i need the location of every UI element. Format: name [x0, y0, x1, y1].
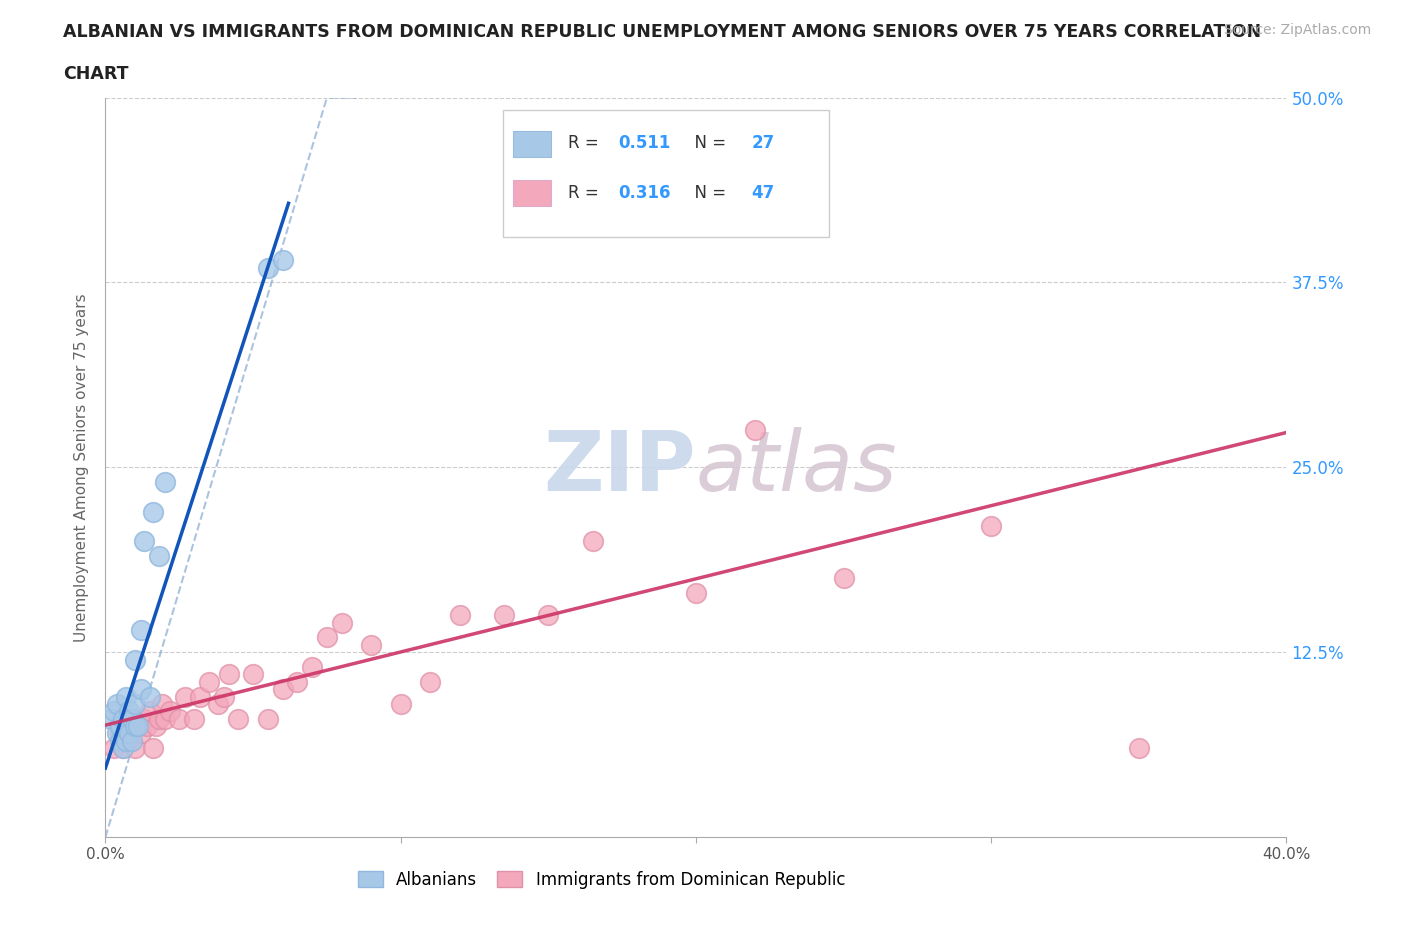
Point [103, 704, 125, 719]
Text: 47: 47 [751, 184, 775, 202]
Point [980, 519, 1002, 534]
Point [124, 741, 146, 756]
Point [115, 689, 138, 704]
Point [142, 741, 165, 756]
Point [118, 734, 141, 749]
Point [112, 741, 135, 756]
Point [207, 697, 229, 711]
Point [153, 474, 176, 489]
Point [148, 711, 170, 726]
Point [714, 193, 737, 208]
Point [115, 719, 138, 734]
Point [832, 571, 855, 586]
Point [287, 674, 309, 689]
Point [124, 719, 146, 734]
Point [271, 682, 294, 697]
Text: R =: R = [568, 184, 605, 202]
Point [183, 711, 205, 726]
Point [419, 674, 441, 689]
Point [110, 719, 132, 734]
Point [218, 667, 240, 682]
Text: CHART: CHART [63, 65, 129, 83]
Point [129, 682, 152, 697]
Point [124, 697, 146, 711]
Point [174, 689, 197, 704]
Point [127, 719, 149, 734]
Point [169, 711, 191, 726]
Text: 0.511: 0.511 [619, 135, 671, 153]
Point [330, 615, 353, 630]
Point [212, 689, 235, 704]
Point [257, 711, 280, 726]
Point [389, 697, 412, 711]
Point [257, 260, 280, 275]
Point [103, 741, 125, 756]
Point [242, 667, 264, 682]
Point [118, 726, 141, 741]
Point [127, 719, 149, 734]
Point [110, 734, 132, 749]
Point [315, 630, 337, 644]
Point [129, 726, 152, 741]
Point [271, 253, 294, 268]
Point [537, 608, 560, 623]
Text: N =: N = [685, 135, 731, 153]
Point [148, 549, 170, 564]
Point [744, 423, 766, 438]
Point [121, 711, 143, 726]
Point [110, 726, 132, 741]
Point [145, 719, 167, 734]
Point [121, 711, 143, 726]
Point [112, 711, 135, 726]
FancyBboxPatch shape [513, 180, 551, 206]
Point [112, 741, 135, 756]
FancyBboxPatch shape [513, 131, 551, 157]
Point [142, 504, 165, 519]
Point [150, 697, 173, 711]
Text: 27: 27 [751, 135, 775, 153]
Point [582, 534, 605, 549]
FancyBboxPatch shape [503, 111, 830, 236]
Point [105, 726, 128, 741]
Y-axis label: Unemployment Among Seniors over 75 years: Unemployment Among Seniors over 75 years [75, 293, 90, 642]
Point [449, 608, 471, 623]
Point [153, 711, 176, 726]
Point [124, 652, 146, 667]
Point [360, 637, 382, 652]
Point [492, 608, 515, 623]
Point [685, 586, 707, 601]
Point [159, 704, 181, 719]
Text: atlas: atlas [696, 427, 897, 508]
Legend: Albanians, Immigrants from Dominican Republic: Albanians, Immigrants from Dominican Rep… [352, 864, 852, 896]
Point [138, 689, 162, 704]
Point [132, 534, 155, 549]
Point [121, 734, 143, 749]
Text: ZIP: ZIP [544, 427, 696, 508]
Point [188, 689, 211, 704]
Point [129, 622, 152, 637]
Text: N =: N = [685, 184, 731, 202]
Point [138, 704, 162, 719]
Point [301, 659, 323, 674]
Point [197, 674, 219, 689]
Point [115, 734, 138, 749]
Point [105, 697, 128, 711]
Text: ALBANIAN VS IMMIGRANTS FROM DOMINICAN REPUBLIC UNEMPLOYMENT AMONG SENIORS OVER 7: ALBANIAN VS IMMIGRANTS FROM DOMINICAN RE… [63, 23, 1261, 41]
Point [100, 711, 122, 726]
Point [135, 719, 157, 734]
Text: 0.316: 0.316 [619, 184, 671, 202]
Point [132, 711, 155, 726]
Text: R =: R = [568, 135, 605, 153]
Point [118, 704, 141, 719]
Point [1128, 741, 1150, 756]
Point [228, 711, 250, 726]
Text: Source: ZipAtlas.com: Source: ZipAtlas.com [1223, 23, 1371, 37]
